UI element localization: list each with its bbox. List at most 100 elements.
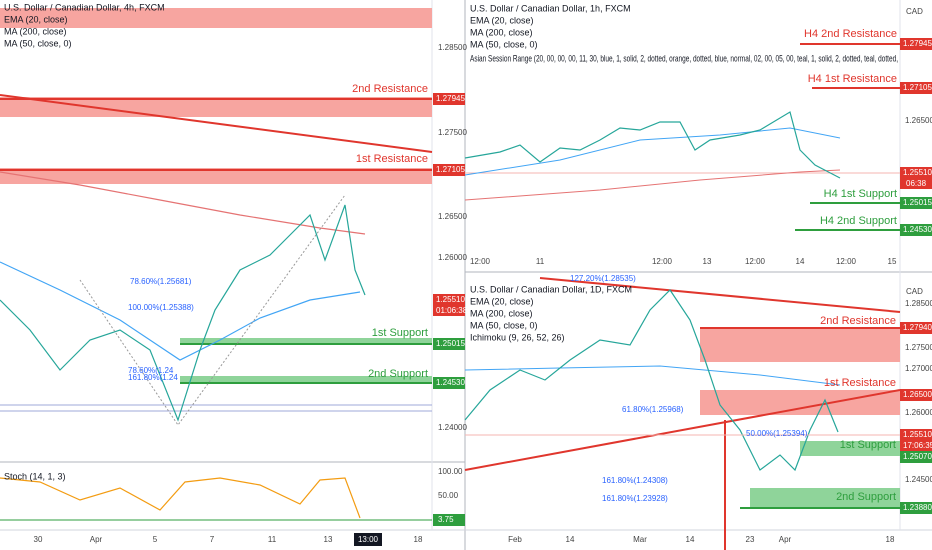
price-label: 1.25510 [436,295,465,304]
ma-200 [464,169,841,201]
price-tag [900,322,932,334]
legend-text: EMA (20, close) [470,296,534,306]
legend-text: EMA (20, close) [4,14,68,24]
x-label: 12:00 [470,257,491,266]
axis-price: 1.26500 [438,212,467,221]
price-label: 1.24530 [436,378,465,387]
x-label: 15 [888,257,897,266]
x-label: 14 [796,257,805,266]
price-tag [900,167,932,189]
zone [750,488,900,508]
x-label: 18 [414,535,423,544]
level-label: H4 1st Support [824,188,897,200]
price-label: 1.27945 [436,94,465,103]
zone [800,441,900,456]
countdown: 01:06:38 [436,306,468,315]
group: U.S. Dollar / Canadian Dollar, 4h, FXCM … [4,2,165,48]
legend-text: Asian Session Range (20, 00, 00, 00, 11,… [470,53,898,63]
price-label: 1.24530 [903,225,932,234]
stoch-line [0,477,361,519]
fib-label: 161.80%(1.24308) [602,476,668,485]
ma-50 [464,365,841,386]
countdown: 06:38 [906,179,927,188]
zone [0,97,432,117]
price-tag [900,224,932,236]
price-label: 1.27945 [903,39,932,48]
zone [700,390,900,415]
legend-text: U.S. Dollar / Canadian Dollar, 4h, FXCM [4,2,165,12]
level-label: 2nd Resistance [820,315,896,327]
price-label: 1.25510 [903,430,932,439]
price-tag [900,82,932,94]
legend-text: MA (50, close, 0) [470,39,538,49]
price-label: 1.25015 [436,339,465,348]
price-tag [900,429,932,451]
price-label: 1.27940 [903,323,932,332]
axis-price: 1.28500 [438,43,467,52]
x-label: 7 [210,535,215,544]
price-label: 1.27105 [903,83,932,92]
legend-text: EMA (20, close) [470,15,534,25]
price-path [0,204,366,422]
x-label: 11 [536,257,545,266]
x-label: 14 [566,535,575,544]
x-label: 5 [153,535,158,544]
value-label: 3.75 [438,515,454,524]
fib-label: 161.80%(1.23928) [602,494,668,503]
x-label: Apr [90,535,103,544]
trendline [0,94,433,153]
price-tag [433,377,465,389]
x-label: 12:00 [836,257,857,266]
price-label: 1.27105 [436,165,465,174]
x-label: Apr [779,535,792,544]
price-tag [900,38,932,50]
price-label: 1.23880 [903,503,932,512]
fib-label: 161.80%(1.24 [128,373,178,382]
price-tag [433,294,465,316]
axis-price: 1.28500 [905,299,932,308]
x-label: 13:00 [358,535,379,544]
level-label: 1st Support [372,327,428,339]
axis-price: 1.27500 [905,343,932,352]
legend-text: U.S. Dollar / Canadian Dollar, 1h, FXCM [470,3,631,13]
level-label: 2nd Support [836,491,896,503]
x-label: 30 [34,535,43,544]
fib-label: 78.60%(1.24 [128,366,174,375]
price-tag [900,197,932,209]
x-label: 11 [268,535,277,544]
legend-text: MA (50, close, 0) [4,38,72,48]
axis-value: 100.00 [438,467,463,476]
zone [180,338,432,345]
axis-price: 1.26000 [905,408,932,417]
price-label: 1.25015 [903,198,932,207]
x-label: 14 [686,535,695,544]
x-label: 18 [886,535,895,544]
axis-price: 1.24500 [905,475,932,484]
ma-50 [464,127,841,176]
level-label: 1st Support [840,439,896,451]
fib-label: 78.60%(1.25681) [130,277,192,286]
axis-price: 1.26500 [905,116,932,125]
legend-text: MA (50, close, 0) [470,320,538,330]
legend-text: MA (200, close) [470,27,533,37]
legend-text: U.S. Dollar / Canadian Dollar, 1D, FXCM [470,284,632,294]
fib-label: 50.00%(1.25394) [746,429,808,438]
countdown: 17:06:35 [903,441,932,450]
x-label: 12:00 [652,257,673,266]
x-label: 23 [746,535,755,544]
trendline [539,277,901,313]
price-tag [900,451,932,463]
fib-label: 127.20%(1.28535) [570,274,636,283]
value-tag [433,514,465,526]
price-tag [900,502,932,514]
axis-price: 1.27500 [438,128,467,137]
price-label: 1.25070 [903,452,932,461]
ma-200 [0,171,366,235]
level-label: H4 2nd Resistance [804,28,897,40]
axis-price: 1.27000 [905,364,932,373]
axis-price: 1.24000 [438,423,467,432]
price-tag [900,389,932,401]
legend-text: MA (200, close) [470,308,533,318]
price-path [464,111,841,179]
